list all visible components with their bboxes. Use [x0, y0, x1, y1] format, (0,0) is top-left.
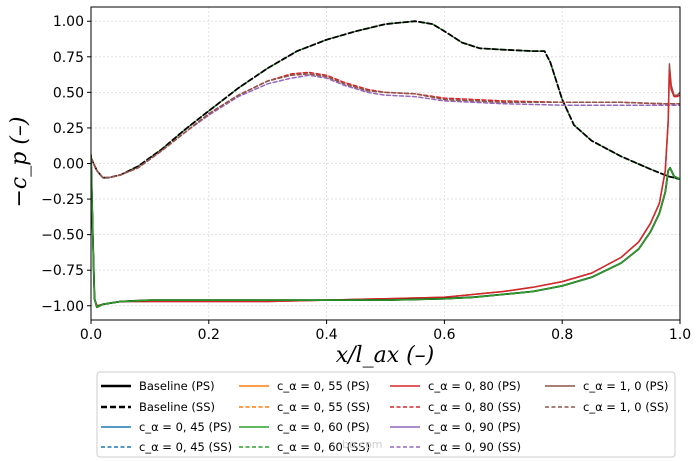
watermark: bo.com	[342, 438, 383, 451]
legend-label: c_α = 1, 0 (SS)	[583, 400, 669, 414]
series-line-ss_brown	[91, 73, 680, 179]
legend-label: Baseline (PS)	[139, 379, 215, 393]
y-axis-ticks: 1.00 0.75 0.50 0.25 0.00 −0.25 −0.50 −0.75 −1.00	[41, 14, 91, 315]
series-line-ps_green	[91, 154, 680, 308]
legend-label: c_α = 0, 90 (SS)	[428, 440, 521, 454]
legend-label: c_α = 0, 80 (PS)	[428, 379, 521, 393]
y-tick-label: 0.25	[53, 121, 84, 137]
y-tick-label: −1.00	[41, 299, 84, 315]
y-tick-label: 1.00	[53, 14, 84, 30]
series-line-ss_green	[91, 20, 680, 180]
y-tick-label: 0.75	[53, 50, 84, 66]
x-tick-label: 0.6	[433, 327, 455, 343]
x-tick-label: 0.0	[80, 327, 102, 343]
series-line-ps_brown	[91, 63, 680, 307]
series-line-ps_green_top	[91, 154, 680, 308]
legend-label: c_α = 0, 80 (SS)	[428, 400, 521, 414]
series-line-ss_purple	[91, 74, 680, 179]
legend-label: c_α = 0, 55 (SS)	[277, 400, 370, 414]
legend: Baseline (PS) Baseline (SS) c_α = 0, 45 (P…	[96, 371, 676, 458]
legend-box	[96, 371, 676, 458]
y-tick-label: −0.75	[41, 263, 84, 279]
y-axis-label: −c_p (–)	[7, 117, 32, 208]
y-tick-label: 0.00	[53, 157, 84, 173]
series-line-ps_black	[91, 154, 680, 309]
series-line-ss_black	[91, 20, 680, 181]
legend-label: c_α = 0, 45 (PS)	[139, 420, 232, 434]
y-tick-label: −0.50	[41, 228, 84, 244]
legend-label: c_α = 0, 45 (SS)	[139, 440, 232, 454]
x-tick-label: 0.8	[551, 327, 573, 343]
legend-label: c_α = 0, 90 (PS)	[428, 420, 521, 434]
y-tick-label: 0.50	[53, 85, 84, 101]
legend-label: c_α = 0, 60 (PS)	[277, 420, 370, 434]
x-tick-label: 1.0	[669, 327, 691, 343]
x-tick-label: 0.4	[315, 327, 337, 343]
x-axis-ticks: 0.0 0.2 0.4 0.6 0.8 1.0	[80, 320, 691, 343]
legend-label: c_α = 1, 0 (PS)	[583, 379, 668, 393]
x-tick-label: 0.2	[198, 327, 220, 343]
series-lines	[91, 20, 680, 309]
legend-label: c_α = 0, 55 (PS)	[277, 379, 370, 393]
legend-label: c_α = 0, 60 (SS)	[277, 440, 370, 454]
series-line-ss_red	[91, 71, 680, 179]
y-tick-label: −0.25	[41, 192, 84, 208]
legend-label: Baseline (SS)	[139, 400, 215, 414]
x-axis-label: x/l_ax (–)	[336, 343, 435, 368]
